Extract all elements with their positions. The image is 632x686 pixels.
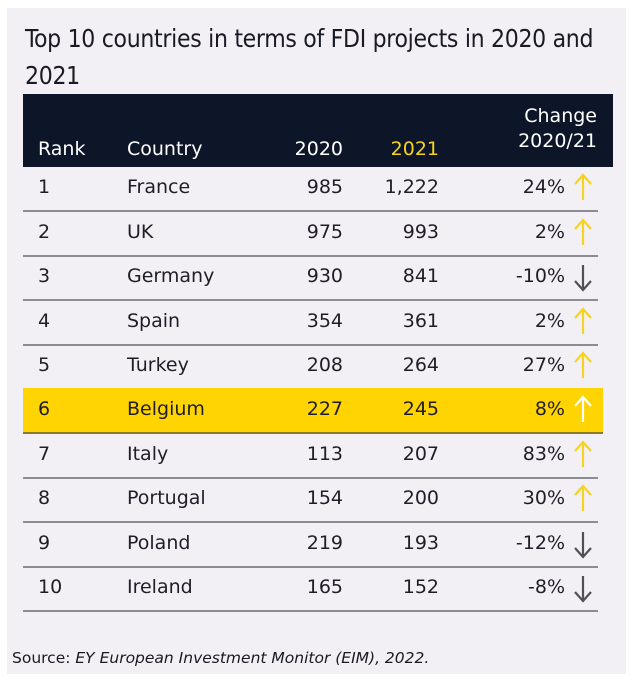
country-cell: France [127, 176, 191, 198]
value-2020-cell: 227 [306, 398, 343, 420]
change-cell: 2% [534, 221, 565, 243]
change-cell: 30% [522, 487, 565, 509]
value-2021-cell: 841 [402, 265, 439, 287]
rank-cell: 7 [38, 443, 51, 465]
table-row: 3 Germany 930 841 -10% [23, 255, 598, 301]
change-cell: 24% [522, 176, 565, 198]
header-2020: 2020 [294, 138, 343, 160]
arrow-down-icon [574, 576, 592, 603]
arrow-up-icon [574, 173, 592, 200]
rank-cell: 5 [38, 354, 51, 376]
header-change: Change 2020/21 [518, 104, 597, 154]
country-cell: Portugal [127, 487, 206, 509]
header-2021: 2021 [390, 138, 439, 160]
value-2021-cell: 1,222 [384, 176, 439, 198]
country-cell: Poland [127, 532, 191, 554]
change-cell: -8% [528, 576, 565, 598]
header-change-line2: 2020/21 [518, 130, 597, 152]
country-cell: Spain [127, 310, 181, 332]
country-cell: Ireland [127, 576, 193, 598]
country-cell: Turkey [127, 354, 189, 376]
table-row: 6 Belgium 227 245 8% [23, 388, 603, 434]
rank-cell: 8 [38, 487, 51, 509]
table-row: 10 Ireland 165 152 -8% [23, 566, 598, 612]
value-2021-cell: 264 [402, 354, 439, 376]
value-2021-cell: 200 [402, 487, 439, 509]
arrow-up-icon [574, 440, 592, 467]
change-cell: 27% [522, 354, 565, 376]
arrow-up-icon [574, 395, 592, 422]
change-cell: 8% [534, 398, 565, 420]
table-row: 4 Spain 354 361 2% [23, 300, 598, 346]
rank-cell: 2 [38, 221, 51, 243]
value-2020-cell: 219 [306, 532, 343, 554]
arrow-up-icon [574, 351, 592, 378]
change-cell: -12% [515, 532, 565, 554]
rank-cell: 1 [38, 176, 51, 198]
source-note: Source: EY European Investment Monitor (… [12, 649, 429, 667]
value-2021-cell: 152 [402, 576, 439, 598]
arrow-up-icon [574, 484, 592, 511]
country-cell: UK [127, 221, 154, 243]
value-2020-cell: 113 [306, 443, 343, 465]
change-cell: 2% [534, 310, 565, 332]
value-2020-cell: 165 [306, 576, 343, 598]
value-2021-cell: 361 [402, 310, 439, 332]
arrow-down-icon [574, 532, 592, 559]
table-row: 5 Turkey 208 264 27% [23, 344, 598, 390]
rank-cell: 3 [38, 265, 51, 287]
arrow-up-icon [574, 307, 592, 334]
rank-cell: 10 [38, 576, 63, 598]
table-panel: Top 10 countries in terms of FDI project… [7, 8, 626, 674]
source-text: EY European Investment Monitor (EIM), 20… [75, 649, 430, 667]
value-2020-cell: 930 [306, 265, 343, 287]
rank-cell: 6 [38, 398, 51, 420]
value-2021-cell: 193 [402, 532, 439, 554]
table-row: 8 Portugal 154 200 30% [23, 477, 598, 523]
header-change-line1: Change [524, 105, 597, 127]
country-cell: Belgium [127, 398, 205, 420]
table-row: 2 UK 975 993 2% [23, 211, 598, 257]
rank-cell: 9 [38, 532, 51, 554]
table-title: Top 10 countries in terms of FDI project… [25, 24, 594, 90]
value-2020-cell: 985 [306, 176, 343, 198]
value-2020-cell: 975 [306, 221, 343, 243]
arrow-down-icon [574, 265, 592, 292]
value-2021-cell: 207 [402, 443, 439, 465]
header-country: Country [127, 138, 203, 160]
table-row: 9 Poland 219 193 -12% [23, 522, 598, 568]
rank-cell: 4 [38, 310, 51, 332]
value-2021-cell: 245 [402, 398, 439, 420]
arrow-up-icon [574, 218, 592, 245]
country-cell: Italy [127, 443, 169, 465]
table-header: Rank Country 2020 2021 Change 2020/21 [23, 94, 613, 167]
table-row: 1 France 985 1,222 24% [23, 166, 598, 212]
change-cell: 83% [522, 443, 565, 465]
value-2021-cell: 993 [402, 221, 439, 243]
table-row: 7 Italy 113 207 83% [23, 433, 598, 479]
value-2020-cell: 208 [306, 354, 343, 376]
source-prefix: Source: [12, 649, 76, 667]
header-rank: Rank [38, 138, 86, 160]
country-cell: Germany [127, 265, 215, 287]
change-cell: -10% [515, 265, 565, 287]
value-2020-cell: 154 [306, 487, 343, 509]
value-2020-cell: 354 [306, 310, 343, 332]
